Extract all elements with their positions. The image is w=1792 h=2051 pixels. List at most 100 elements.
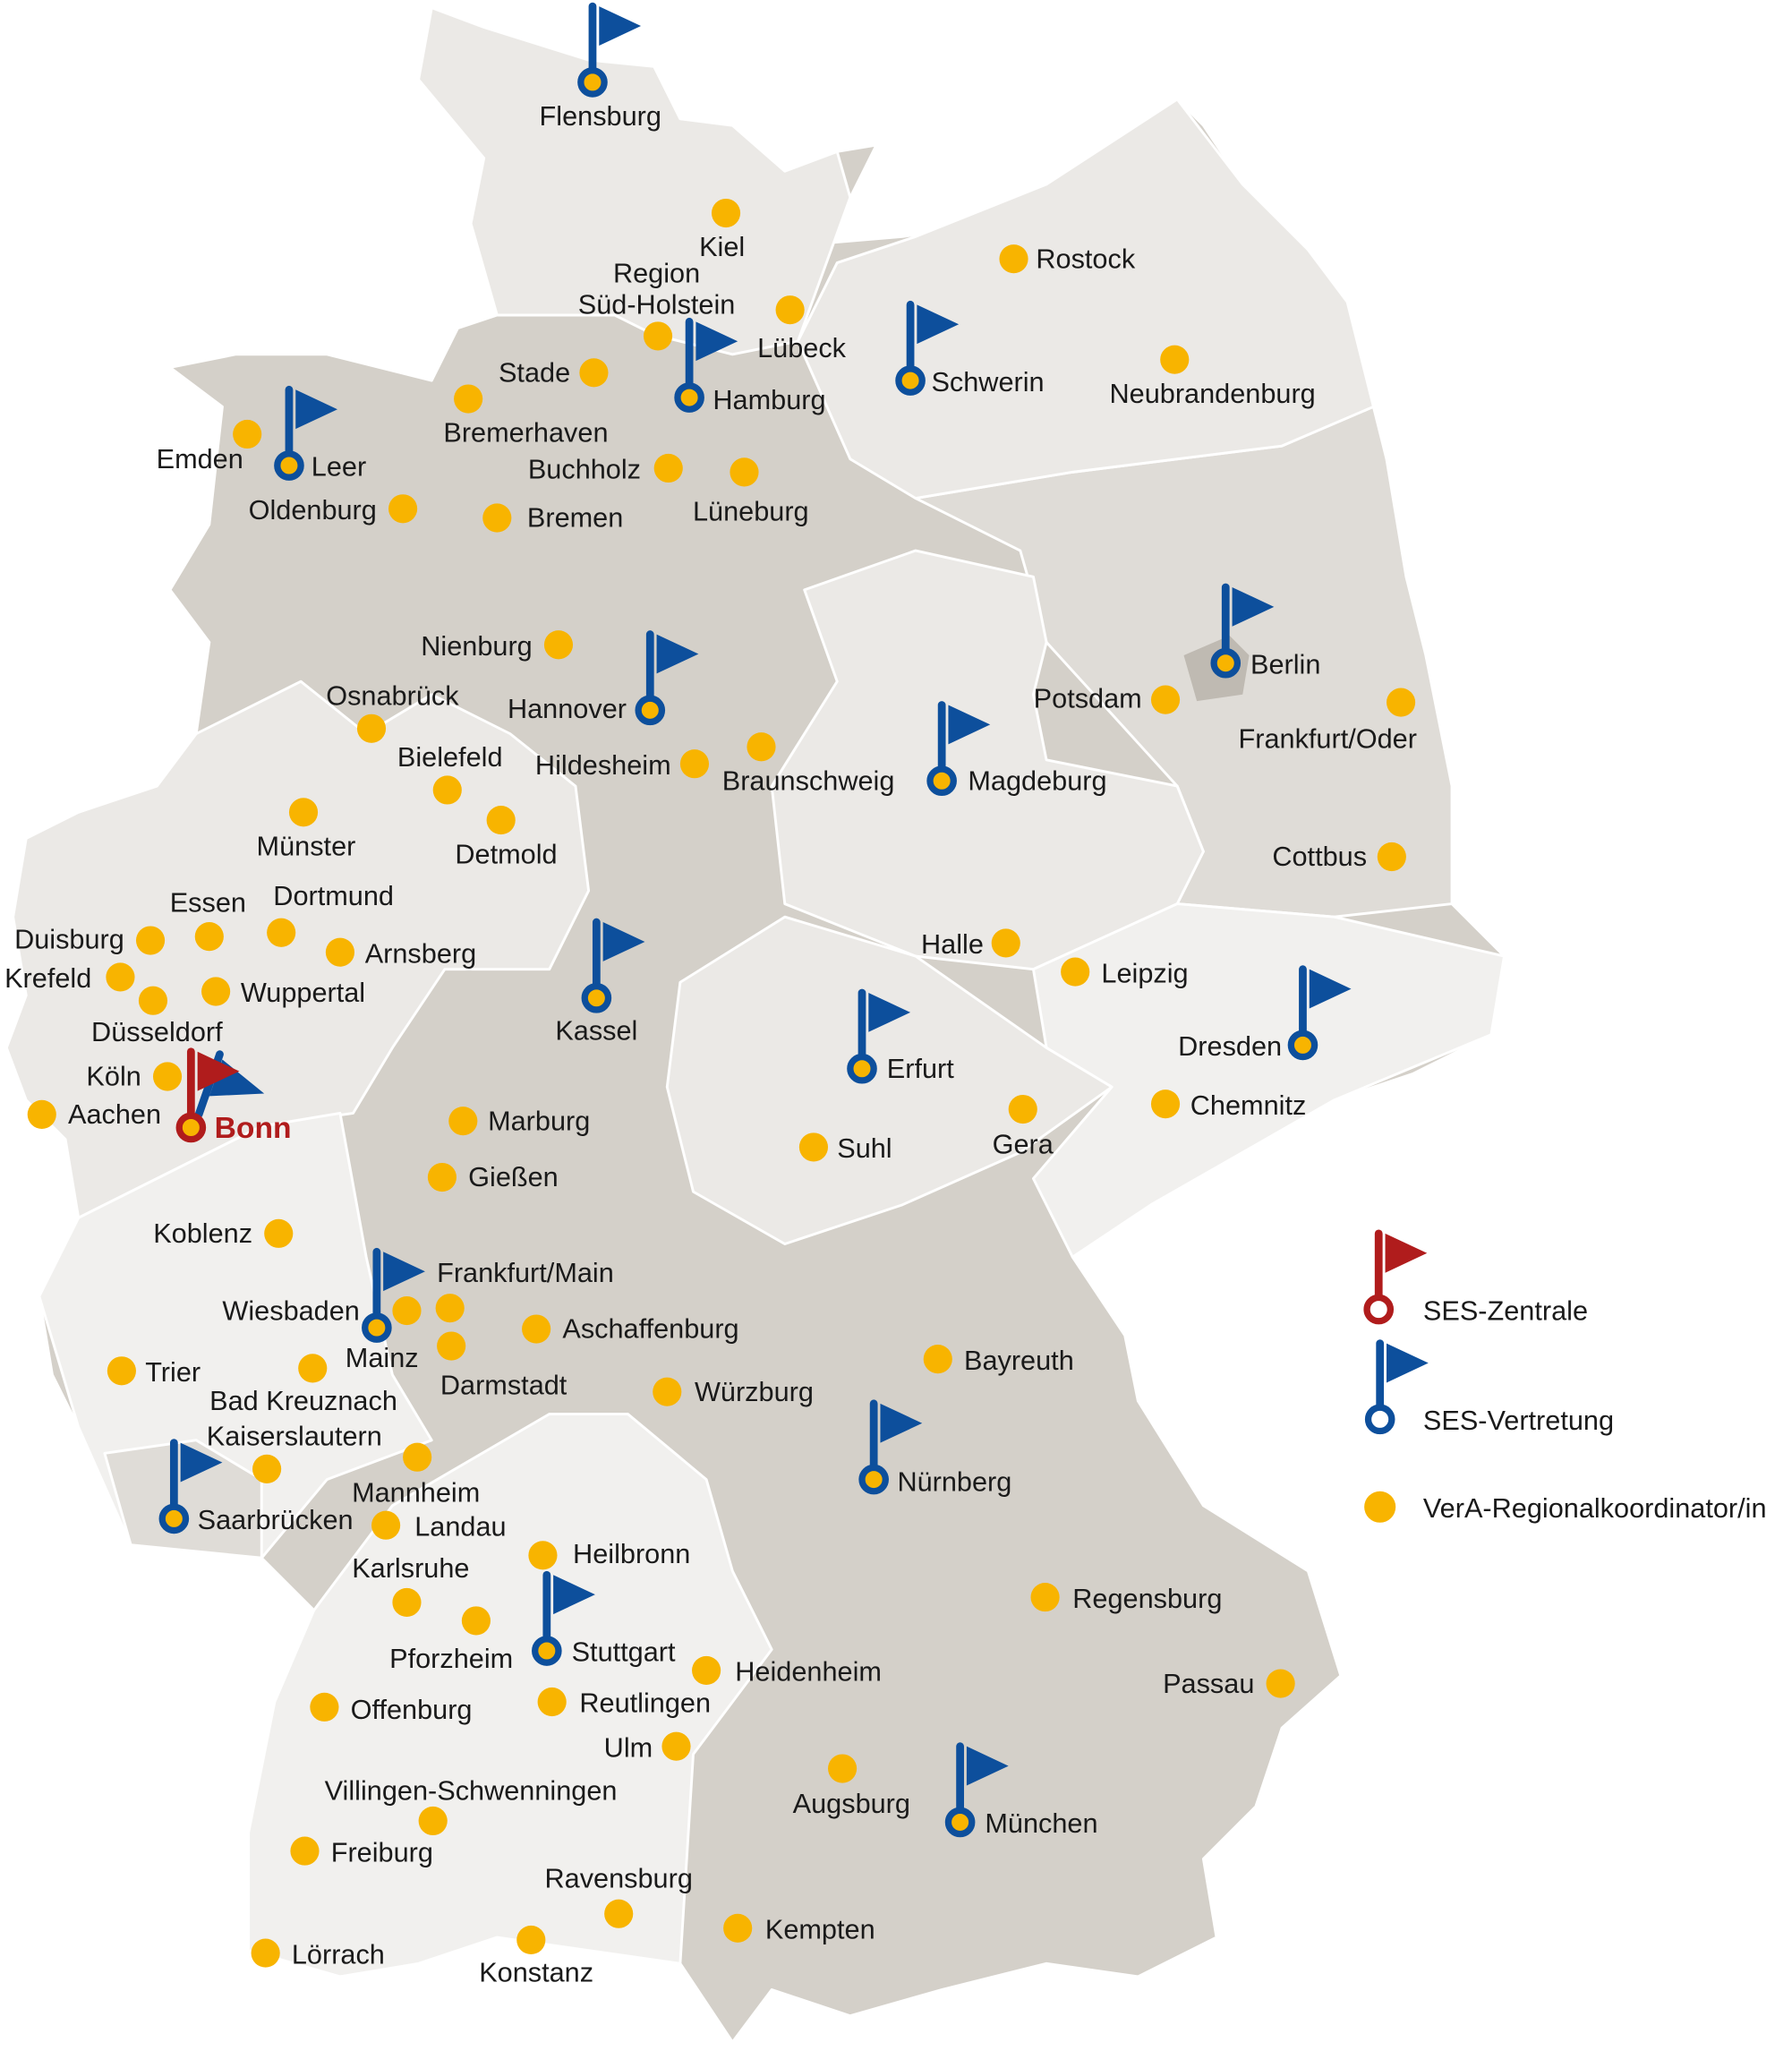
vera-marker-detmold[interactable]: Detmold: [455, 805, 558, 869]
vera-marker-köln[interactable]: Köln: [86, 1061, 183, 1092]
vera-marker-regensburg[interactable]: Regensburg: [1030, 1583, 1223, 1614]
vera-marker-ulm[interactable]: Ulm: [604, 1731, 691, 1763]
vera-marker-freiburg[interactable]: Freiburg: [290, 1836, 433, 1867]
vera-marker-leipzig[interactable]: Leipzig: [1061, 957, 1189, 988]
blue-flag-pin-icon: [1364, 1339, 1429, 1435]
vera-marker-wuppertal[interactable]: Wuppertal: [201, 977, 365, 1008]
vertretung-marker-dresden[interactable]: Dresden: [1178, 965, 1352, 1062]
vera-marker-lüneburg[interactable]: Lüneburg: [693, 457, 809, 526]
vera-marker-suhl[interactable]: Suhl: [798, 1132, 892, 1164]
vera-marker-kempten[interactable]: Kempten: [723, 1913, 875, 1944]
vertretung-marker-hannover[interactable]: Hannover: [508, 630, 699, 726]
vera-marker-region-süd-holstein[interactable]: Region Süd-Holstein: [578, 257, 736, 351]
vera-marker-trier[interactable]: Trier: [107, 1356, 201, 1388]
vertretung-marker-frankfurt-main[interactable]: Frankfurt/Main: [362, 1247, 614, 1343]
vera-marker-frankfurt-oder[interactable]: Frankfurt/Oder: [1239, 688, 1417, 755]
yellow-dot-icon: [775, 295, 805, 325]
vera-marker-osnabrück[interactable]: Osnabrück: [326, 679, 459, 743]
vera-marker-lörrach[interactable]: Lörrach: [251, 1938, 385, 1970]
vera-marker-neubrandenburg[interactable]: Neubrandenburg: [1110, 345, 1316, 409]
vera-marker-lübeck[interactable]: Lübeck: [757, 295, 847, 363]
vera-marker-rostock[interactable]: Rostock: [999, 243, 1136, 274]
vera-marker-pforzheim[interactable]: Pforzheim: [389, 1606, 513, 1674]
vera-marker-chemnitz[interactable]: Chemnitz: [1150, 1090, 1306, 1121]
vera-marker-heilbronn[interactable]: Heilbronn: [528, 1538, 690, 1570]
legend: SES-Zentrale SES-Vertretung VerA-Regionalk…: [1363, 1229, 1767, 1524]
vera-marker-mainz[interactable]: Mainz: [346, 1294, 465, 1373]
vera-marker-mannheim[interactable]: Mannheim: [352, 1442, 480, 1508]
vera-marker-koblenz[interactable]: Koblenz: [153, 1218, 294, 1249]
city-label: Dortmund: [273, 880, 394, 911]
vera-marker-gera[interactable]: Gera: [993, 1094, 1054, 1160]
vera-marker-stade[interactable]: Stade: [499, 357, 609, 389]
city-label: Kaiserslautern: [207, 1421, 382, 1452]
vertretung-marker-flensburg[interactable]: Flensburg: [540, 2, 661, 132]
vera-marker-potsdam[interactable]: Potsdam: [1034, 682, 1181, 714]
vera-marker-passau[interactable]: Passau: [1163, 1668, 1295, 1699]
yellow-dot-icon: [1150, 685, 1181, 714]
vertretung-marker-münchen[interactable]: München: [944, 1742, 1098, 1839]
vera-marker-heidenheim[interactable]: Heidenheim: [692, 1656, 882, 1688]
vera-marker-arnsberg[interactable]: Arnsberg: [325, 937, 476, 969]
vera-marker-würzburg[interactable]: Würzburg: [653, 1376, 814, 1407]
vertretung-marker-hamburg[interactable]: Hamburg: [674, 317, 826, 415]
vera-marker-aachen[interactable]: Aachen: [27, 1098, 161, 1130]
vera-marker-münster[interactable]: Münster: [257, 798, 356, 862]
city-label: Frankfurt/Main: [437, 1257, 614, 1288]
vera-marker-cottbus[interactable]: Cottbus: [1272, 841, 1406, 872]
vertretung-marker-kassel[interactable]: Kassel: [555, 918, 645, 1047]
vertretung-marker-schwerin[interactable]: Schwerin: [895, 300, 1045, 397]
vera-marker-offenburg[interactable]: Offenburg: [310, 1692, 473, 1725]
vera-marker-halle[interactable]: Halle: [921, 928, 1020, 960]
vera-marker-gießen[interactable]: Gießen: [427, 1161, 559, 1192]
vertretung-marker-stuttgart[interactable]: Stuttgart: [532, 1570, 676, 1668]
vertretung-marker-leer[interactable]: Leer: [274, 385, 366, 483]
vera-marker-villingen-schwenningen[interactable]: Villingen-Schwenningen: [325, 1775, 618, 1836]
vera-marker-wiesbaden[interactable]: Wiesbaden: [222, 1295, 422, 1326]
vera-marker-braunschweig[interactable]: Braunschweig: [722, 732, 895, 796]
vera-marker-aschaffenburg[interactable]: Aschaffenburg: [522, 1313, 739, 1345]
vertretung-marker-erfurt[interactable]: Erfurt: [847, 988, 954, 1084]
vera-marker-kiel[interactable]: Kiel: [699, 198, 745, 262]
vertretung-marker-saarbrücken[interactable]: Saarbrücken: [158, 1439, 354, 1535]
zentrale-marker-bonn[interactable]: Bonn: [175, 1047, 292, 1145]
vera-marker-nienburg[interactable]: Nienburg: [421, 630, 574, 662]
vera-marker-bayreuth[interactable]: Bayreuth: [923, 1345, 1074, 1376]
city-label: Lörrach: [292, 1938, 385, 1970]
vera-marker-reutlingen[interactable]: Reutlingen: [537, 1688, 711, 1719]
vera-marker-krefeld[interactable]: Krefeld: [4, 962, 135, 994]
vera-marker-düsseldorf[interactable]: Düsseldorf: [91, 986, 223, 1047]
vera-marker-bremen[interactable]: Bremen: [482, 502, 623, 534]
red-flag-pin-icon: [1363, 1229, 1428, 1325]
vera-marker-buchholz[interactable]: Buchholz: [528, 454, 683, 485]
vera-marker-darmstadt[interactable]: Darmstadt: [437, 1331, 567, 1401]
vera-marker-bremerhaven[interactable]: Bremerhaven: [443, 384, 609, 449]
vertretung-marker-berlin[interactable]: Berlin: [1210, 583, 1320, 679]
vera-marker-bielefeld[interactable]: Bielefeld: [397, 741, 503, 805]
vera-marker-kaiserslautern[interactable]: Kaiserslautern: [207, 1421, 382, 1483]
vera-marker-duisburg[interactable]: Duisburg: [14, 923, 166, 955]
city-label: Offenburg: [351, 1694, 473, 1725]
vera-marker-augsburg[interactable]: Augsburg: [793, 1754, 910, 1819]
vertretung-marker-magdeburg[interactable]: Magdeburg: [926, 701, 1107, 796]
vera-marker-karlsruhe[interactable]: Karlsruhe: [352, 1552, 469, 1618]
city-label: Erfurt: [887, 1053, 954, 1084]
vera-marker-emden[interactable]: Emden: [157, 419, 262, 474]
yellow-dot-icon: [643, 321, 673, 351]
vera-marker-ravensburg[interactable]: Ravensburg: [545, 1863, 693, 1928]
city-label: Gießen: [468, 1161, 559, 1192]
vera-marker-marburg[interactable]: Marburg: [448, 1105, 590, 1136]
vera-marker-landau[interactable]: Landau: [371, 1510, 507, 1542]
vera-marker-dortmund[interactable]: Dortmund: [267, 880, 394, 947]
region-nrw: [4, 679, 591, 1219]
vera-marker-bad-kreuznach[interactable]: Bad Kreuznach: [209, 1354, 397, 1416]
vera-marker-oldenburg[interactable]: Oldenburg: [249, 494, 418, 526]
yellow-dot-icon: [692, 1655, 721, 1686]
vera-marker-hildesheim[interactable]: Hildesheim: [535, 749, 710, 781]
yellow-dot-icon: [298, 1354, 328, 1383]
vertretung-marker-nürnberg[interactable]: Nürnberg: [858, 1399, 1011, 1498]
vera-marker-essen[interactable]: Essen: [170, 886, 246, 952]
yellow-dot-icon: [991, 928, 1020, 958]
vera-marker-konstanz[interactable]: Konstanz: [479, 1925, 593, 1988]
